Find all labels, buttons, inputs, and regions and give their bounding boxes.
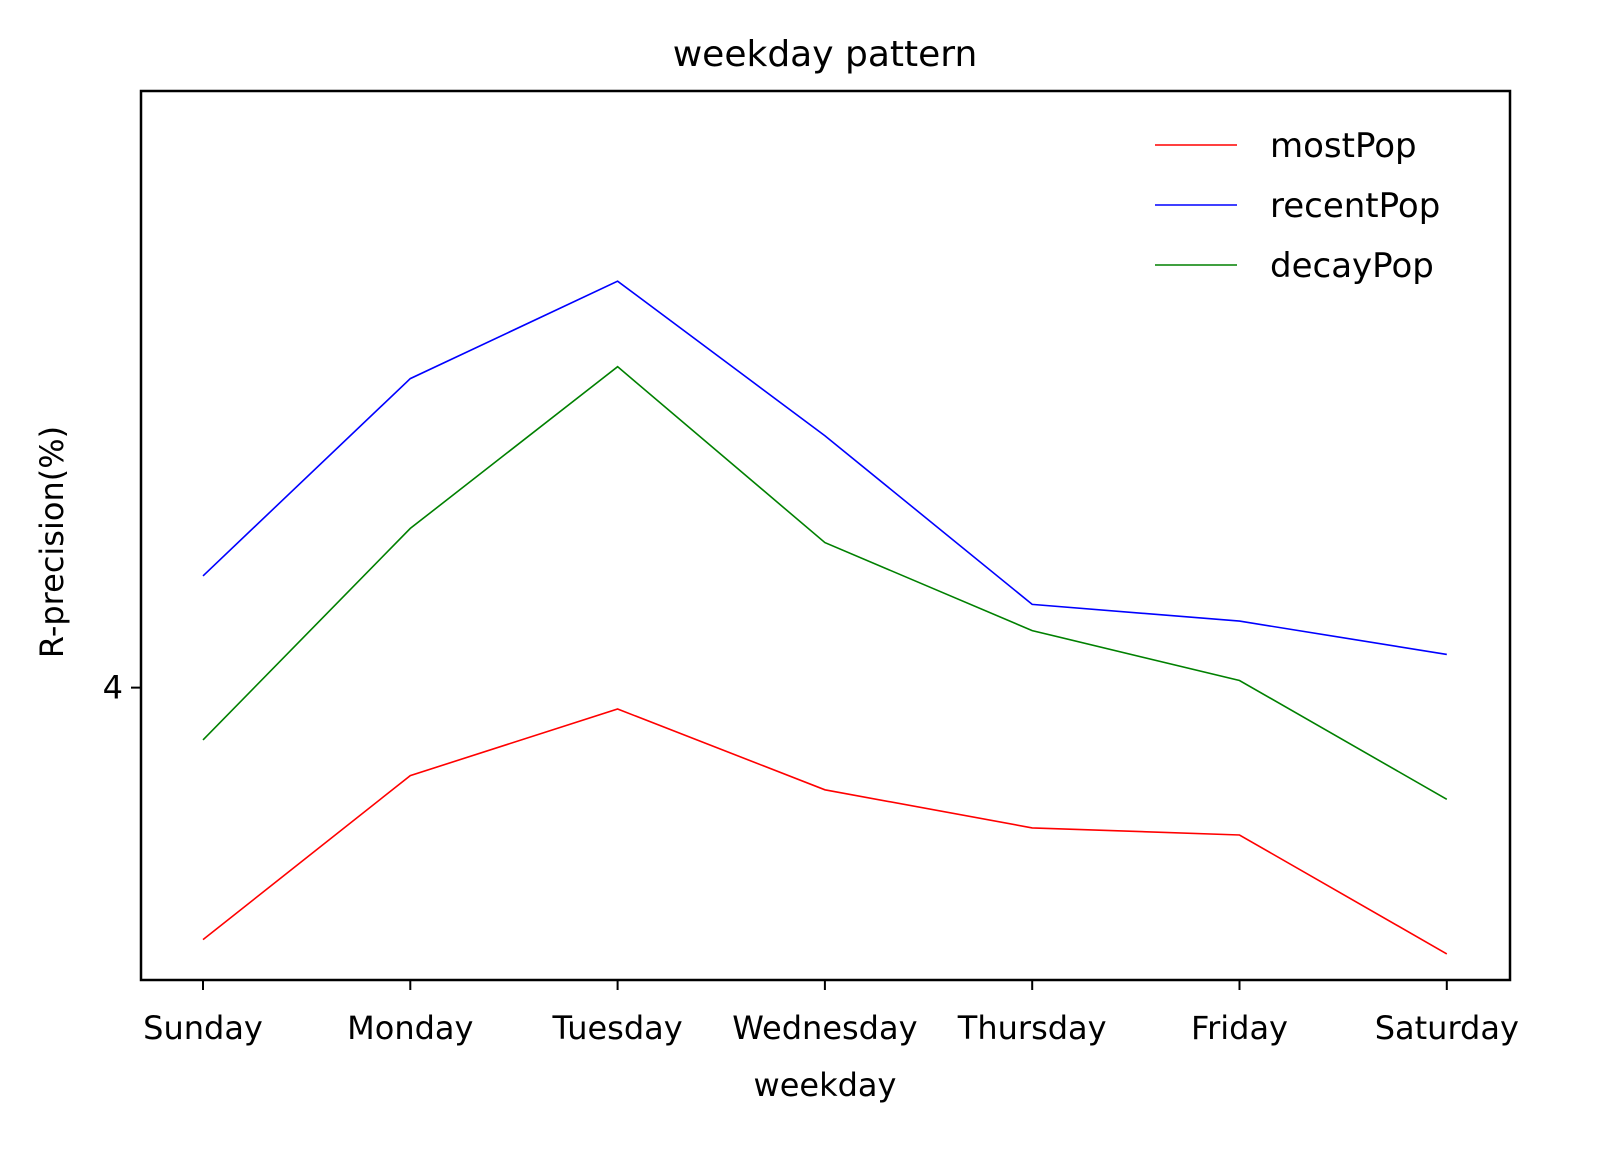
x-axis-ticks: Sunday Monday Tuesday Wednesday Thursday Frid… (143, 980, 1519, 1047)
legend-label-recentPop: recentPop (1270, 186, 1440, 226)
chart-title: weekday pattern (673, 34, 978, 75)
x-tick-label: Saturday (1375, 1009, 1519, 1047)
series-line-decayPop (202, 365, 1448, 800)
series-line-recentPop (202, 280, 1447, 656)
x-tick-label: Sunday (143, 1009, 263, 1047)
x-tick-label: Monday (347, 1009, 473, 1047)
x-tick-label: Wednesday (732, 1009, 917, 1047)
legend-label-decayPop: decayPop (1270, 246, 1434, 286)
x-tick-label: Tuesday (552, 1009, 683, 1047)
legend-label-mostPop: mostPop (1270, 126, 1417, 166)
y-axis-label: R-precision(%) (33, 426, 71, 658)
series-lines (202, 280, 1448, 955)
x-axis-label: weekday (754, 1066, 897, 1104)
legend: mostPop recentPop decayPop (1155, 126, 1440, 286)
series-line-mostPop (202, 708, 1448, 955)
x-tick-label: Thursday (957, 1009, 1107, 1047)
y-tick-label: 4 (103, 669, 123, 707)
y-axis-ticks: 4 (103, 669, 141, 707)
x-tick-label: Friday (1191, 1009, 1288, 1047)
